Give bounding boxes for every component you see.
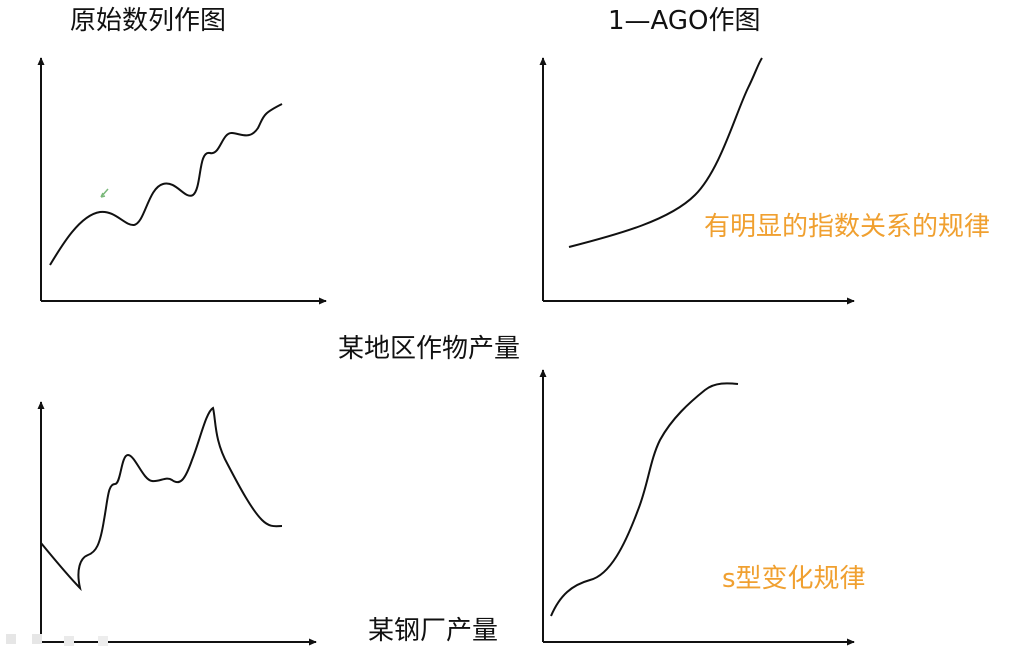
curve-ago-crop: [568, 57, 763, 248]
title-original-series: 原始数列作图: [70, 6, 227, 36]
plot-original-steel: [37, 401, 317, 646]
title-1-ago: 1—AGO作图: [608, 6, 761, 36]
caption-crop-yield: 某地区作物产量: [338, 334, 521, 364]
caption-steel-output: 某钢厂产量: [368, 616, 499, 646]
curve-original-crop: [49, 103, 283, 266]
curve-original-steel: [40, 406, 283, 592]
note-s-curve-law: s型变化规律: [722, 564, 866, 594]
plot-ago-crop: [539, 57, 855, 305]
curve-ago-steel: [550, 382, 739, 617]
plot-original-crop: [37, 57, 327, 305]
pointer-icon: [100, 188, 109, 198]
note-exponential-law: 有明显的指数关系的规律: [704, 212, 991, 242]
faint-marks: [6, 634, 108, 646]
plot-ago-steel: [539, 369, 855, 646]
